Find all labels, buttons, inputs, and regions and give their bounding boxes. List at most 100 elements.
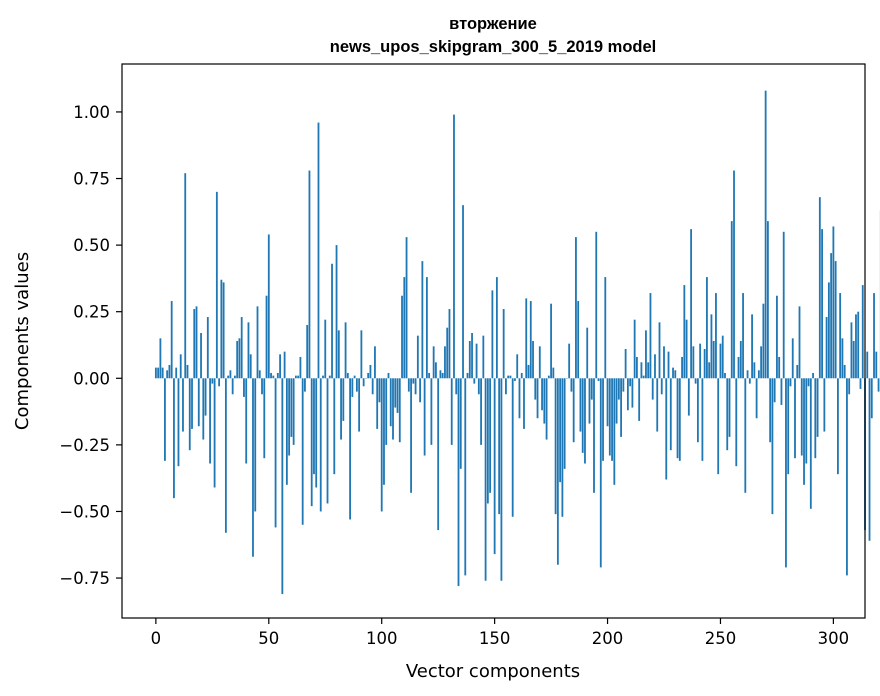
- bar: [559, 378, 562, 483]
- bar: [620, 378, 622, 437]
- bar: [283, 351, 286, 379]
- bar: [288, 378, 291, 456]
- bar: [495, 277, 498, 379]
- bar: [649, 293, 652, 379]
- bar: [195, 306, 198, 379]
- bar: [464, 378, 467, 576]
- bar: [218, 378, 221, 387]
- bar: [748, 378, 751, 384]
- bar: [577, 301, 580, 379]
- bar: [349, 378, 351, 520]
- y-axis-label: Components values: [12, 252, 33, 430]
- bar: [254, 378, 257, 512]
- bar: [575, 237, 577, 379]
- bar: [841, 338, 844, 379]
- bar: [378, 378, 381, 403]
- bar: [852, 341, 855, 379]
- bar: [785, 378, 787, 568]
- bar: [703, 348, 706, 379]
- bar: [394, 378, 397, 408]
- y-tick-label: −0.25: [59, 436, 110, 455]
- bar: [683, 285, 686, 379]
- bar: [342, 378, 345, 421]
- bar: [304, 378, 306, 392]
- bar: [473, 378, 476, 384]
- bar: [812, 372, 814, 379]
- bar: [234, 375, 236, 379]
- bar: [444, 346, 446, 379]
- bar: [383, 378, 385, 485]
- x-axis-ticks: 0 50 100 150 200 250 300: [151, 618, 849, 648]
- bar: [362, 378, 365, 387]
- bar: [175, 367, 178, 379]
- bar: [861, 285, 864, 379]
- bar: [407, 378, 410, 392]
- bar: [252, 378, 254, 557]
- bar: [159, 338, 162, 379]
- bar: [502, 309, 505, 379]
- bar: [733, 170, 735, 379]
- bar: [299, 356, 302, 379]
- bar: [326, 378, 329, 504]
- bar: [243, 378, 245, 397]
- bar: [455, 378, 458, 395]
- bar: [462, 205, 464, 379]
- bar: [721, 335, 724, 379]
- bar: [301, 378, 304, 525]
- bar: [866, 351, 869, 379]
- bar: [416, 335, 419, 379]
- bar: [484, 378, 487, 581]
- bar: [276, 372, 279, 379]
- bar: [435, 362, 437, 379]
- bar: [728, 378, 731, 437]
- x-tick-label: 50: [258, 629, 279, 648]
- bar: [597, 378, 600, 381]
- bar: [453, 114, 455, 379]
- bar: [514, 378, 516, 381]
- bar: [261, 378, 263, 395]
- bar: [184, 173, 187, 379]
- bar: [466, 372, 469, 379]
- bar: [389, 378, 392, 427]
- bar: [231, 378, 234, 395]
- bar: [875, 351, 878, 379]
- bar: [500, 378, 503, 581]
- bar: [220, 279, 223, 379]
- bar: [227, 375, 230, 379]
- bar: [520, 372, 523, 379]
- bar: [509, 375, 512, 379]
- bar: [848, 378, 851, 395]
- bar: [317, 122, 320, 379]
- bar: [791, 338, 794, 379]
- bar: [800, 378, 803, 456]
- bar: [188, 378, 191, 451]
- bar: [202, 378, 205, 440]
- bar: [572, 378, 575, 443]
- bar: [642, 375, 645, 379]
- bar: [541, 378, 543, 411]
- bar: [809, 378, 812, 509]
- bar: [414, 378, 417, 395]
- bar: [739, 341, 742, 379]
- bar: [403, 277, 406, 379]
- bar: [843, 364, 846, 379]
- bar: [224, 378, 227, 533]
- bar: [588, 378, 591, 424]
- bar: [737, 356, 740, 379]
- chart-subtitle: news_upos_skipgram_300_5_2019 model: [330, 38, 657, 56]
- bar: [319, 378, 322, 512]
- bar: [762, 303, 765, 379]
- bar: [751, 314, 753, 379]
- bar: [532, 341, 534, 379]
- bar: [629, 378, 632, 387]
- bar: [157, 367, 160, 379]
- x-tick-label: 0: [151, 629, 162, 648]
- bar: [656, 378, 659, 432]
- x-axis-label: Vector components: [406, 661, 580, 682]
- bar: [401, 295, 403, 379]
- bar: [674, 370, 677, 379]
- bar: [315, 378, 318, 488]
- bar: [525, 298, 528, 379]
- bar: [428, 372, 431, 379]
